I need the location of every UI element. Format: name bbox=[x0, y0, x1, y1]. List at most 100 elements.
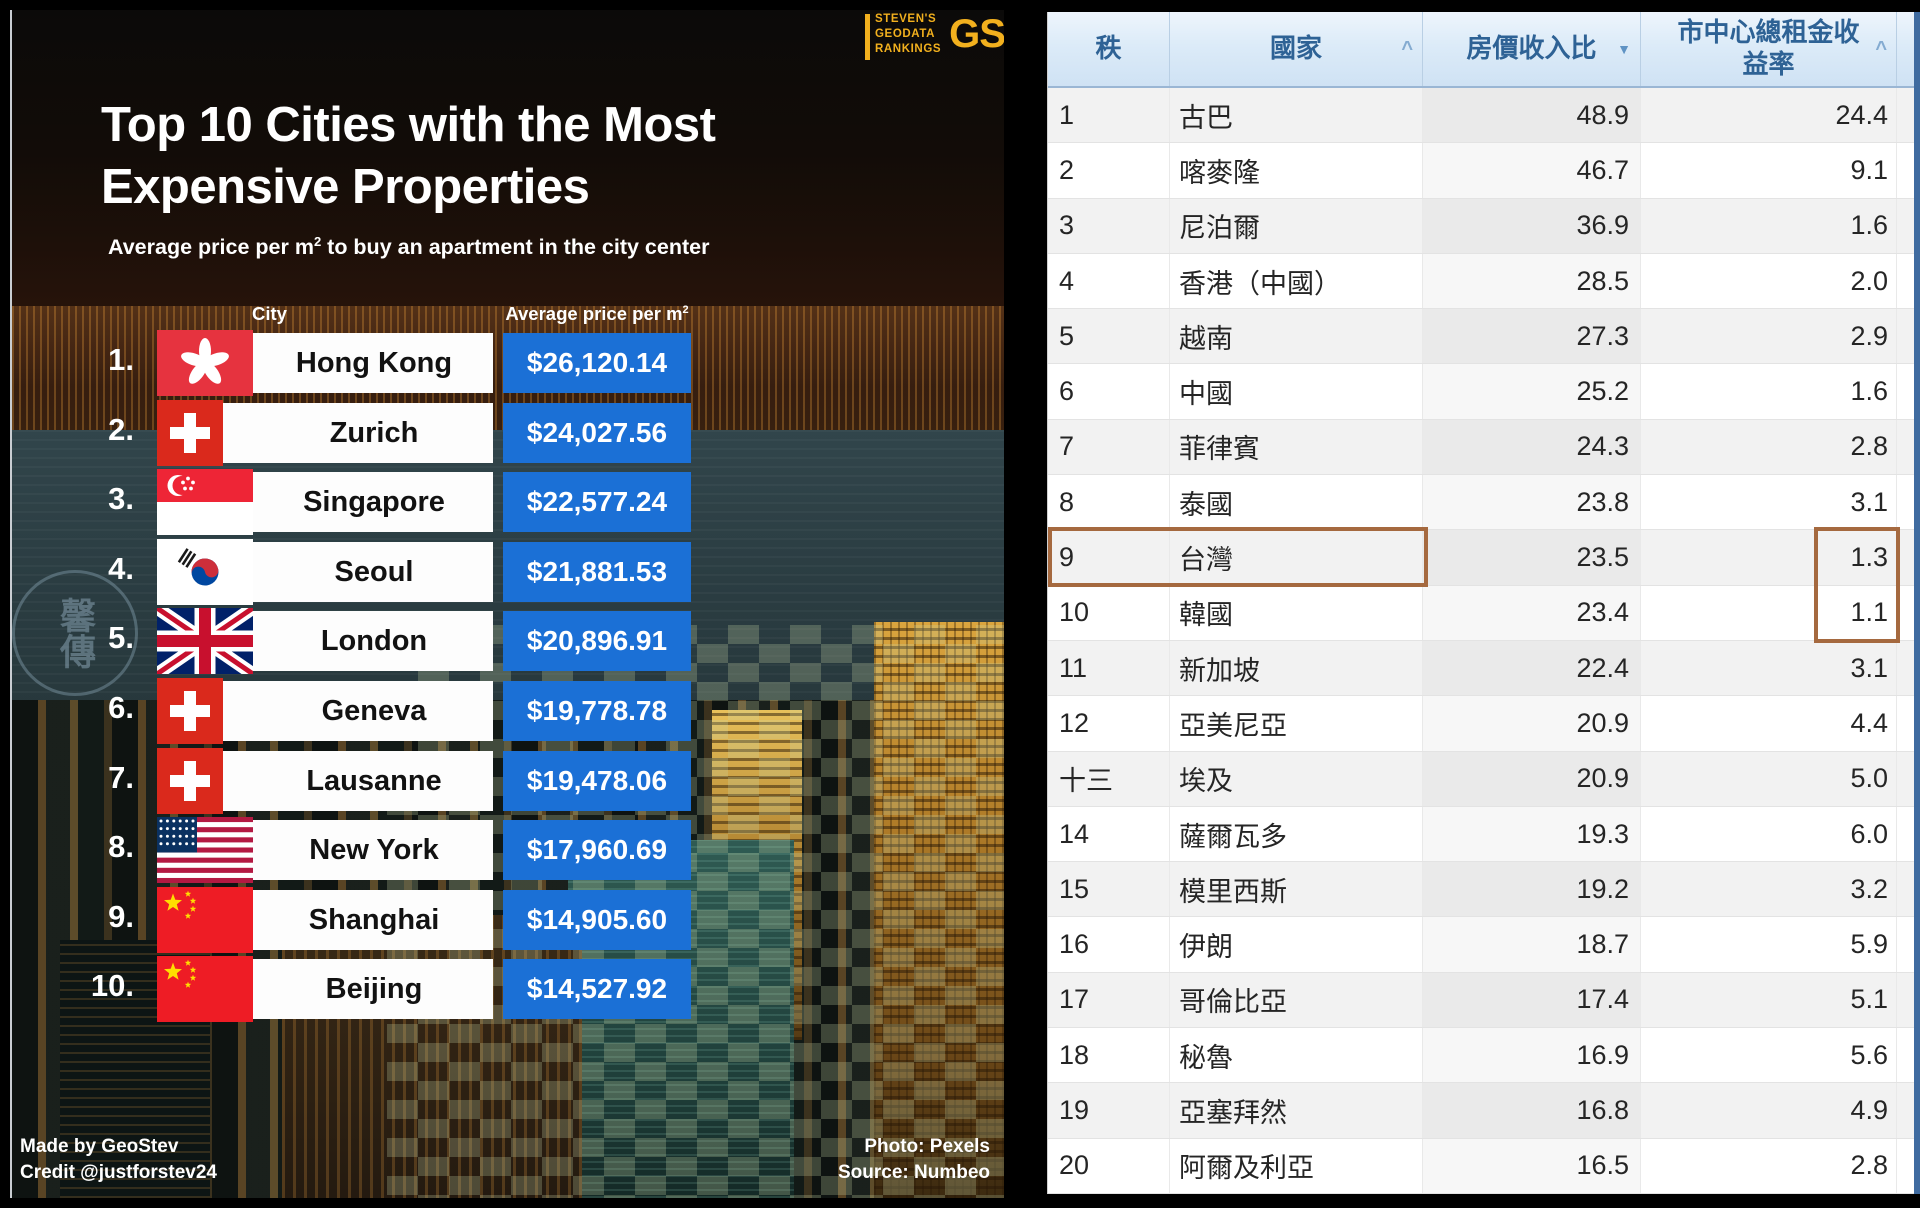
cell-rental-yield: 5.0 bbox=[1641, 751, 1897, 806]
cell-price-income-ratio: 22.4 bbox=[1423, 640, 1641, 696]
ranking-row: 6. Geneva $19,778.78 bbox=[12, 678, 1004, 746]
flag-china-icon bbox=[157, 886, 253, 953]
price-value: $14,905.60 bbox=[503, 889, 691, 950]
infographic-panel: 馨傳 STEVEN'S GEODATA RANKINGS GS Top 10 C… bbox=[10, 10, 1004, 1198]
city-name: Lausanne bbox=[306, 764, 442, 797]
cell-rental-yield: 2.9 bbox=[1641, 309, 1897, 364]
photo-credit: Photo: Pexels bbox=[864, 1136, 990, 1157]
credits-left: Made by GeoStev Credit @justforstev24 bbox=[20, 1134, 217, 1186]
list-header-price: Average price per m2 bbox=[503, 303, 691, 325]
table-row: 18 秘魯 16.9 5.6 bbox=[1048, 1028, 1920, 1084]
cell-country: 哥倫比亞 bbox=[1170, 972, 1423, 1028]
scrollbar-thumb[interactable] bbox=[1914, 12, 1920, 1194]
photo-gold-tower bbox=[874, 622, 1004, 1198]
cell-rank: 5 bbox=[1048, 309, 1170, 364]
cell-country: 新加坡 bbox=[1170, 640, 1423, 696]
cell-rental-yield: 3.1 bbox=[1641, 475, 1897, 530]
credits-right: Photo: Pexels Source: Numbeo bbox=[838, 1134, 990, 1186]
cell-rental-yield: 4.9 bbox=[1641, 1083, 1897, 1138]
column-header-rental-yield[interactable]: 市中心總租金收益率 ^ bbox=[1641, 12, 1897, 86]
ranking-row: 5. London $20,896.91 bbox=[12, 608, 1004, 676]
geostev-logo: STEVEN'S GEODATA RANKINGS GS bbox=[865, 12, 1004, 60]
rank-label: 2. bbox=[108, 411, 134, 447]
cell-rank: 3 bbox=[1048, 198, 1170, 253]
table-row: 11 新加坡 22.4 3.1 bbox=[1048, 640, 1920, 697]
logo-monogram: GS bbox=[949, 12, 1004, 56]
city-name: New York bbox=[309, 834, 439, 867]
cell-rental-yield: 6.0 bbox=[1641, 806, 1897, 862]
flag-china-icon bbox=[157, 956, 253, 1023]
ranking-row: 2. Zurich $24,027.56 bbox=[12, 399, 1004, 468]
logo-accent-bar bbox=[865, 14, 870, 60]
cell-country: 秘魯 bbox=[1170, 1028, 1423, 1083]
cell-country: 古巴 bbox=[1170, 88, 1423, 143]
author-credit: Credit @justforstev24 bbox=[20, 1162, 217, 1183]
flag-united-kingdom-icon bbox=[157, 608, 253, 675]
cell-rank: 4 bbox=[1048, 253, 1170, 309]
price-value: $17,960.69 bbox=[503, 820, 691, 881]
cell-country: 尼泊爾 bbox=[1170, 198, 1423, 253]
price-value: $14,527.92 bbox=[503, 959, 691, 1020]
cell-rental-yield: 1.6 bbox=[1641, 364, 1897, 419]
price-value: $26,120.14 bbox=[503, 333, 691, 393]
city-name: Beijing bbox=[325, 973, 423, 1006]
cell-country: 菲律賓 bbox=[1170, 419, 1423, 475]
cell-country: 越南 bbox=[1170, 309, 1423, 364]
cell-country: 中國 bbox=[1170, 364, 1423, 419]
table-row: 6 中國 25.2 1.6 bbox=[1048, 364, 1920, 420]
cell-price-income-ratio: 16.9 bbox=[1423, 1028, 1641, 1083]
cell-price-income-ratio: 25.2 bbox=[1423, 364, 1641, 419]
table-row: 10 韓國 23.4 1.1 bbox=[1048, 585, 1920, 641]
column-header-label: 秩 bbox=[1095, 33, 1122, 64]
cell-rank: 20 bbox=[1048, 1138, 1170, 1193]
price-value: $22,577.24 bbox=[503, 472, 691, 533]
flag-switzerland-icon bbox=[157, 747, 223, 814]
rank-label: 10. bbox=[90, 968, 134, 1004]
subtitle-text: Average price per m bbox=[108, 235, 314, 260]
cell-rank: 14 bbox=[1048, 806, 1170, 862]
country-table-body: 1 古巴 48.9 24.4 2 喀麥隆 46.7 9.1 3 尼泊爾 36.9 1.6 4 香港（中國）… bbox=[1048, 88, 1920, 1194]
rank-label: 8. bbox=[108, 829, 134, 865]
cell-rental-yield: 1.1 bbox=[1641, 585, 1897, 640]
table-row: 5 越南 27.3 2.9 bbox=[1048, 309, 1920, 365]
table-row: 12 亞美尼亞 20.9 4.4 bbox=[1048, 696, 1920, 752]
cell-country: 香港（中國） bbox=[1170, 253, 1423, 309]
ranking-row: 1. Hong Kong $26,120.14 bbox=[12, 330, 1004, 398]
cell-rental-yield: 1.3 bbox=[1641, 530, 1897, 585]
cell-country: 台灣 bbox=[1170, 530, 1423, 585]
cell-price-income-ratio: 36.9 bbox=[1423, 198, 1641, 253]
cell-price-income-ratio: 28.5 bbox=[1423, 253, 1641, 309]
column-header-country[interactable]: 國家 ^ bbox=[1170, 12, 1423, 86]
title-line-2: Expensive Properties bbox=[101, 160, 590, 214]
sort-asc-caret-icon: ^ bbox=[1401, 38, 1413, 60]
cell-rental-yield: 3.1 bbox=[1641, 640, 1897, 696]
cell-rank: 11 bbox=[1048, 640, 1170, 696]
subtitle-superscript: 2 bbox=[313, 234, 322, 249]
column-header-rank[interactable]: 秩 bbox=[1048, 12, 1170, 86]
subtitle-text: to buy an apartment in the city center bbox=[321, 235, 710, 260]
cell-rental-yield: 1.6 bbox=[1641, 198, 1897, 253]
flag-singapore-icon bbox=[157, 469, 253, 536]
cell-country: 薩爾瓦多 bbox=[1170, 806, 1423, 862]
cell-rank: 15 bbox=[1048, 862, 1170, 917]
city-name: Singapore bbox=[303, 486, 445, 519]
column-header-price-income-ratio[interactable]: 房價收入比 ▼ bbox=[1423, 12, 1641, 86]
cell-country: 喀麥隆 bbox=[1170, 143, 1423, 198]
ranking-row: 10. Beijing $14,527.92 bbox=[12, 956, 1004, 1024]
table-row: 19 亞塞拜然 16.8 4.9 bbox=[1048, 1083, 1920, 1139]
city-name: Hong Kong bbox=[295, 347, 453, 379]
infographic-title: Top 10 Cities with the Most Expensive Pr… bbox=[101, 94, 716, 218]
cell-country: 韓國 bbox=[1170, 585, 1423, 640]
table-row: 9 台灣 23.5 1.3 bbox=[1048, 530, 1920, 586]
table-row: 3 尼泊爾 36.9 1.6 bbox=[1048, 198, 1920, 254]
ranking-row: 3. Singapore $22,577.24 bbox=[12, 469, 1004, 537]
cell-country: 泰國 bbox=[1170, 475, 1423, 530]
cell-rank: 17 bbox=[1048, 972, 1170, 1028]
price-value: $20,896.91 bbox=[503, 611, 691, 672]
country-ranking-table: 秩 國家 ^ 房價收入比 ▼ 市中心總租金收益率 ^ 1 古巴 48.9 24.4 2 喀… bbox=[1047, 12, 1920, 1194]
city-name: Shanghai bbox=[308, 903, 440, 936]
cell-rental-yield: 24.4 bbox=[1641, 88, 1897, 143]
ranking-row: 9. Shanghai $14,905.60 bbox=[12, 886, 1004, 955]
table-row: 2 喀麥隆 46.7 9.1 bbox=[1048, 143, 1920, 199]
cell-rank: 9 bbox=[1048, 530, 1170, 585]
